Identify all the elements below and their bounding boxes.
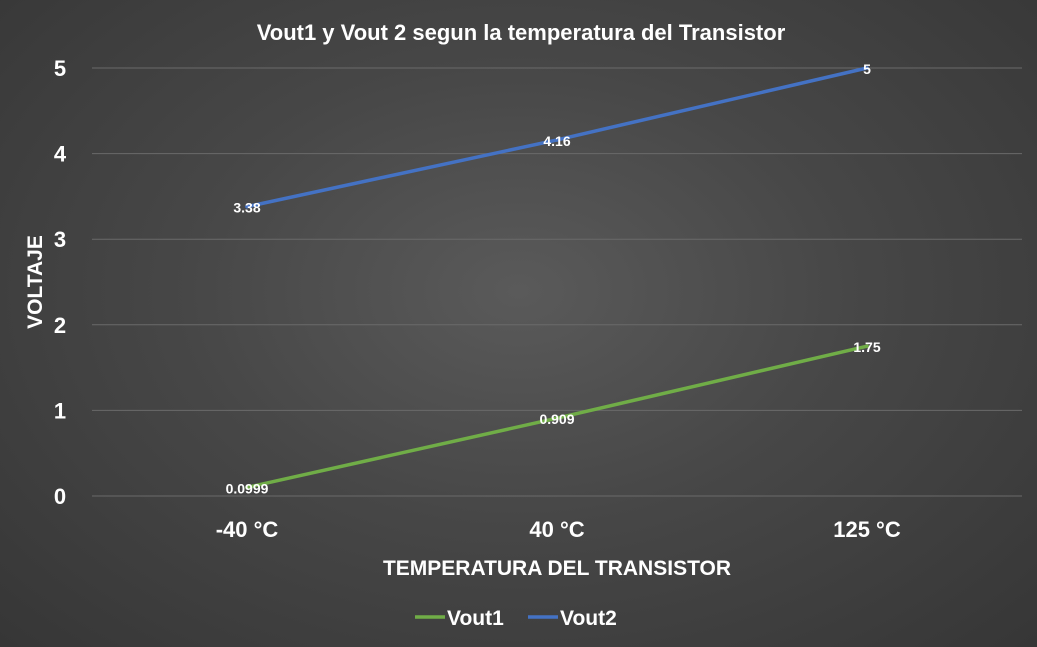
data-labels: 0.0999 0.909 1.75 3.38 4.16 5 bbox=[226, 61, 881, 496]
data-label: 5 bbox=[863, 61, 871, 77]
legend-label: Vout2 bbox=[560, 607, 617, 630]
data-point bbox=[245, 204, 249, 209]
x-tick-labels: -40 °C 40 °C 125 °C bbox=[216, 517, 901, 542]
y-tick-label: 3 bbox=[54, 227, 66, 252]
data-label: 4.16 bbox=[543, 133, 570, 149]
x-tick-label: 125 °C bbox=[833, 517, 901, 542]
y-axis-title: VOLTAJE bbox=[24, 235, 47, 329]
y-tick-label: 0 bbox=[54, 484, 66, 509]
data-label: 1.75 bbox=[853, 339, 880, 355]
y-tick-label: 4 bbox=[54, 142, 67, 167]
x-tick-label: -40 °C bbox=[216, 517, 279, 542]
gridlines bbox=[92, 67, 1022, 497]
data-point bbox=[555, 416, 559, 420]
data-point bbox=[245, 485, 249, 490]
data-label: 0.909 bbox=[539, 411, 574, 427]
y-tick-label: 1 bbox=[54, 398, 66, 423]
data-point bbox=[865, 66, 869, 70]
chart-title: Vout1 y Vout 2 segun la temperatura del … bbox=[257, 20, 786, 45]
x-tick-label: 40 °C bbox=[529, 517, 584, 542]
data-label: 0.0999 bbox=[226, 480, 269, 496]
data-point bbox=[865, 344, 869, 349]
y-tick-label: 2 bbox=[54, 313, 66, 338]
data-point bbox=[555, 138, 559, 142]
y-tick-labels: 0 1 2 3 4 5 bbox=[54, 56, 67, 509]
legend: Vout1 Vout2 bbox=[415, 607, 617, 630]
series-lines bbox=[245, 66, 869, 490]
data-label: 3.38 bbox=[233, 200, 260, 216]
y-tick-label: 5 bbox=[54, 56, 66, 81]
legend-label: Vout1 bbox=[447, 607, 504, 630]
x-axis-title: TEMPERATURA DEL TRANSISTOR bbox=[383, 557, 731, 580]
